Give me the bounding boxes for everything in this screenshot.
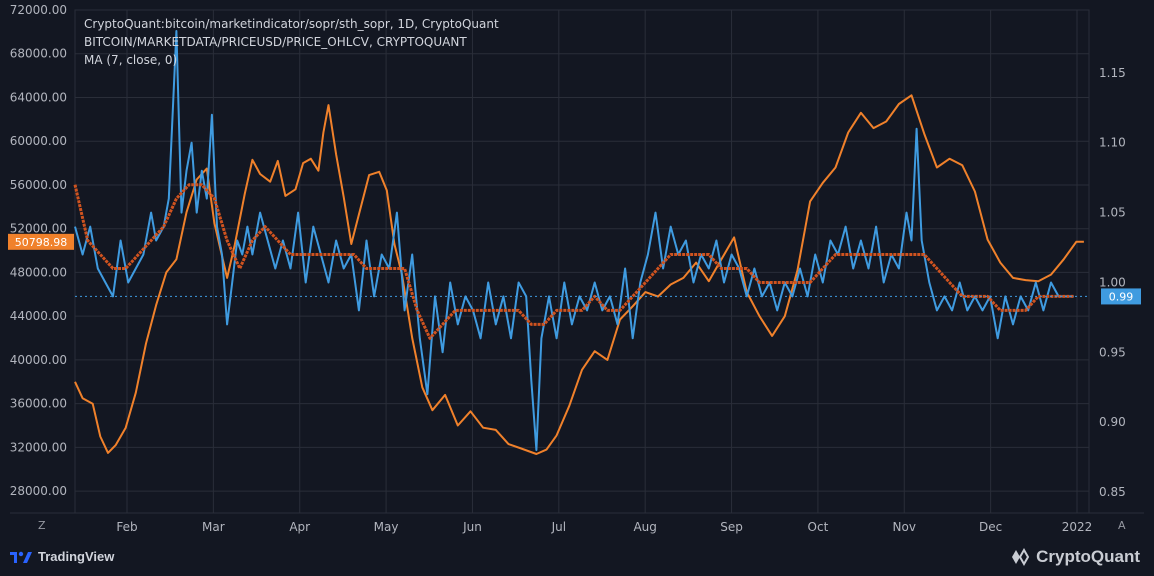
time-tick-label: Nov bbox=[893, 520, 916, 534]
time-tick-label: 2022 bbox=[1062, 520, 1093, 534]
left-tick-label: 40000.00 bbox=[10, 353, 67, 367]
right-tick-label: 0.95 bbox=[1099, 345, 1126, 359]
right-tick-label: 1.15 bbox=[1099, 66, 1126, 80]
sopr-ma-line bbox=[73, 183, 1074, 340]
left-tick-label: 28000.00 bbox=[10, 484, 67, 498]
legend-sopr-source: CryptoQuant:bitcoin/marketindicator/sopr… bbox=[84, 17, 499, 31]
current-value-markers: 50798.98 0.99 bbox=[8, 233, 1141, 305]
time-tick-label: Apr bbox=[289, 520, 310, 534]
right-sopr-axis: 0.85 0.90 0.95 1.00 1.05 1.10 1.15 bbox=[1099, 66, 1126, 499]
time-tick-label: Jul bbox=[551, 520, 566, 534]
time-tick-label: Oct bbox=[808, 520, 829, 534]
cryptoquant-label: CryptoQuant bbox=[1036, 547, 1140, 566]
time-axis: Feb Mar Apr May Jun Jul Aug Sep Oct Nov Dec 2022 bbox=[116, 520, 1092, 534]
left-tick-label: 60000.00 bbox=[10, 134, 67, 148]
legend-price-source: BITCOIN/MARKETDATA/PRICEUSD/PRICE_OHLCV,… bbox=[84, 35, 467, 49]
right-tick-label: 0.85 bbox=[1099, 485, 1126, 499]
right-tick-label: 1.10 bbox=[1099, 136, 1126, 150]
left-price-axis: 28000.00 32000.00 36000.00 40000.00 44000.00… bbox=[10, 3, 67, 498]
plot-border bbox=[74, 9, 1090, 514]
tradingview-label: TradingView bbox=[38, 549, 115, 564]
legend-ma-indicator: MA (7, close, 0) bbox=[84, 53, 178, 67]
cryptoquant-icon bbox=[1012, 548, 1030, 566]
footer-bar bbox=[0, 541, 1154, 576]
time-tick-label: Jun bbox=[462, 520, 482, 534]
sopr-current-tag bbox=[1101, 288, 1141, 305]
left-tick-label: 44000.00 bbox=[10, 309, 67, 323]
tradingview-logo[interactable]: TradingView bbox=[10, 549, 114, 564]
left-tick-label: 64000.00 bbox=[10, 90, 67, 104]
right-tick-label: 1.00 bbox=[1099, 275, 1126, 289]
grid-lines bbox=[10, 9, 1144, 514]
sth-sopr-line bbox=[74, 30, 1074, 452]
left-tick-label: 72000.00 bbox=[10, 3, 67, 17]
price-current-tag bbox=[8, 233, 74, 250]
sopr-current-label: 0.99 bbox=[1109, 290, 1134, 303]
zoom-toggle-button[interactable]: Z bbox=[38, 519, 46, 532]
time-tick-label: Aug bbox=[633, 520, 656, 534]
price-current-label: 50798.98 bbox=[15, 236, 68, 249]
time-tick-label: May bbox=[374, 520, 399, 534]
time-tick-label: Sep bbox=[720, 520, 743, 534]
left-tick-label: 56000.00 bbox=[10, 178, 67, 192]
auto-scale-button[interactable]: A bbox=[1118, 519, 1126, 532]
left-tick-label: 36000.00 bbox=[10, 397, 67, 411]
time-tick-label: Feb bbox=[116, 520, 137, 534]
right-tick-label: 1.05 bbox=[1099, 206, 1126, 220]
tradingview-icon bbox=[10, 551, 32, 563]
time-tick-label: Dec bbox=[979, 520, 1002, 534]
time-tick-label: Mar bbox=[202, 520, 225, 534]
series-lines bbox=[73, 30, 1084, 455]
cryptoquant-logo: CryptoQuant bbox=[1010, 547, 1140, 567]
left-tick-label: 52000.00 bbox=[10, 222, 67, 236]
left-tick-label: 68000.00 bbox=[10, 47, 67, 61]
left-tick-label: 48000.00 bbox=[10, 265, 67, 279]
btc-price-line bbox=[74, 94, 1084, 455]
right-tick-label: 0.90 bbox=[1099, 415, 1126, 429]
left-tick-label: 32000.00 bbox=[10, 440, 67, 454]
